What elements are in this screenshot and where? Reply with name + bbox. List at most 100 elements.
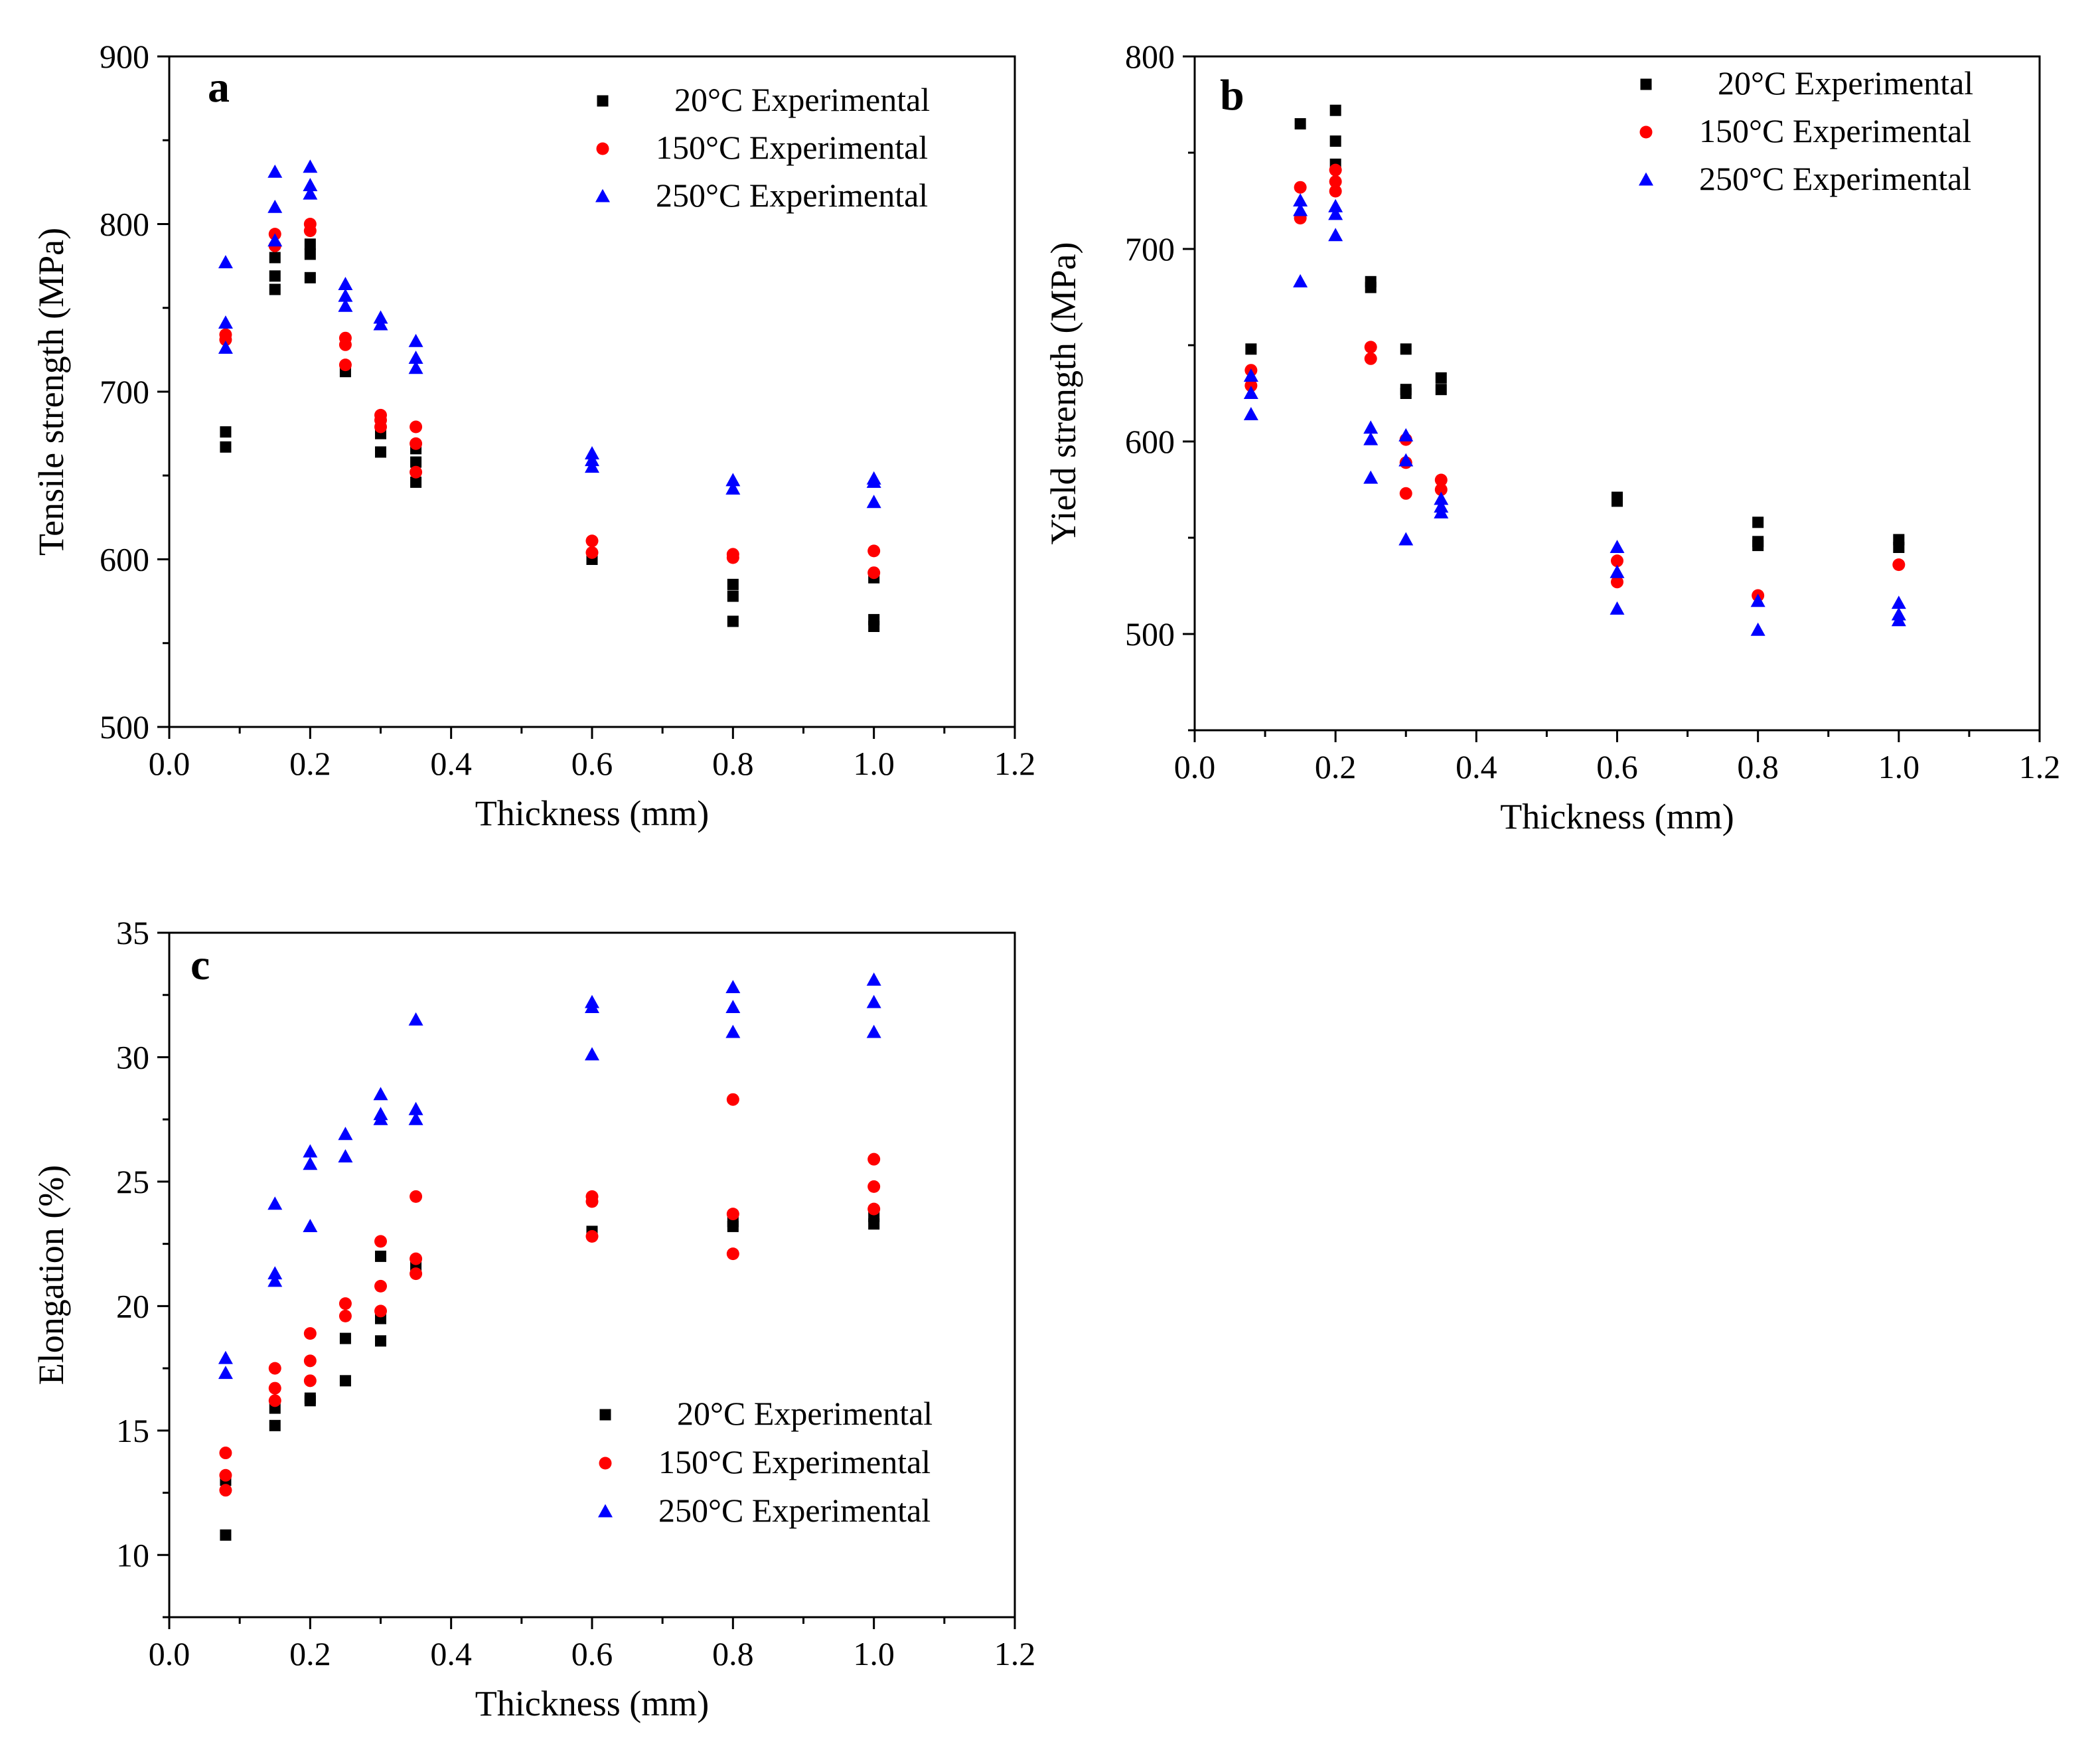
x-axis-label: Thickness (mm) [475, 1684, 709, 1723]
x-tick-label: 0.6 [1596, 748, 1638, 785]
data-point [1245, 343, 1257, 355]
legend-marker-250c [598, 1504, 613, 1518]
x-tick-label: 1.2 [994, 745, 1036, 782]
y-tick-label: 35 [116, 914, 149, 951]
series-250c [218, 972, 881, 1380]
data-point [585, 994, 599, 1008]
data-point [220, 441, 232, 453]
data-point [218, 340, 233, 354]
data-point [866, 495, 881, 509]
panel-a-tensile-strength-chart: 0.0 0.2 0.4 0.6 0.8 1.0 1.2 500 600 700 800 900 Thic… [31, 38, 1035, 833]
y-tick-label: 700 [100, 373, 149, 410]
data-point [1434, 499, 1449, 513]
data-point [1610, 540, 1625, 554]
data-point [408, 1012, 423, 1026]
x-tick-label: 1.2 [2019, 748, 2061, 785]
data-point [1329, 175, 1342, 188]
data-point [866, 1024, 881, 1038]
legend-label-250c: 250°C Experimental [656, 177, 928, 214]
y-tick-label: 800 [100, 206, 149, 243]
data-point [1435, 384, 1447, 396]
x-tick-label: 0.4 [430, 745, 472, 782]
data-point [585, 453, 599, 467]
panel-b-yield-strength-chart: 0.0 0.2 0.4 0.6 0.8 1.0 1.2 500 600 700 800 Thickne… [1043, 38, 2060, 836]
legend: 20°C Experimental 150°C Experimental 250°C… [598, 1395, 933, 1529]
data-point [304, 238, 316, 250]
data-point [375, 1250, 386, 1262]
legend-label-20c: 20°C Experimental [1718, 64, 1973, 102]
data-point [726, 548, 739, 561]
data-point [867, 1202, 881, 1216]
series-150c [219, 1093, 881, 1497]
x-tick-label: 0.0 [149, 745, 190, 782]
y-tick-label: 25 [116, 1163, 149, 1200]
data-point [408, 1111, 423, 1125]
data-point [303, 1374, 317, 1387]
data-point [374, 1235, 387, 1248]
x-tick-label: 1.0 [853, 1635, 895, 1672]
x-tick-label: 0.8 [712, 1635, 754, 1672]
data-point [1363, 432, 1379, 445]
series-20c [1245, 104, 1905, 553]
data-point [338, 288, 353, 302]
data-point [338, 358, 352, 372]
legend-label-150c: 150°C Experimental [656, 129, 928, 166]
data-point [1610, 601, 1625, 615]
series-20c [220, 238, 880, 632]
data-point [1610, 564, 1625, 578]
data-point [1243, 386, 1258, 400]
data-point [1329, 135, 1341, 147]
data-point [410, 420, 423, 434]
x-tick-label: 0.4 [1456, 748, 1497, 785]
data-point [866, 471, 881, 485]
data-point [1329, 185, 1342, 198]
legend-marker-150c [1639, 125, 1653, 139]
data-point [338, 331, 352, 345]
data-point [1435, 372, 1447, 384]
data-point [1293, 202, 1308, 216]
data-point [219, 328, 232, 341]
data-point [1365, 276, 1377, 287]
data-point [725, 980, 741, 994]
data-point [725, 481, 741, 495]
data-point [303, 1327, 317, 1340]
y-tick-label: 20 [116, 1287, 149, 1324]
y-tick-label: 500 [1125, 615, 1175, 653]
x-tick-label: 0.2 [1315, 748, 1357, 785]
data-point [585, 546, 599, 559]
data-point [727, 615, 739, 627]
data-point [1611, 554, 1623, 568]
data-point [408, 351, 423, 364]
data-point [866, 994, 881, 1008]
data-point [1363, 420, 1379, 434]
data-point [1750, 622, 1765, 636]
data-point [410, 1267, 423, 1281]
data-point [408, 1101, 423, 1115]
data-point [269, 283, 281, 295]
data-point [1363, 470, 1379, 484]
data-point [410, 1252, 423, 1265]
series-150c [219, 218, 881, 580]
legend: 20°C Experimental 150°C Experimental 250°C… [595, 81, 930, 214]
data-point [220, 1529, 232, 1541]
data-point [304, 248, 316, 260]
data-point [866, 972, 881, 986]
x-tick-label: 1.0 [853, 745, 895, 782]
data-point [1294, 181, 1307, 194]
data-point [1892, 558, 1906, 572]
data-point [268, 1362, 281, 1375]
data-point [585, 446, 599, 459]
x-axis-label: Thickness (mm) [1500, 797, 1734, 836]
data-point [1243, 368, 1258, 382]
data-point [1244, 379, 1258, 392]
data-point [1398, 532, 1414, 546]
data-point [1243, 407, 1258, 420]
data-point [726, 1247, 739, 1261]
y-tick-label: 10 [116, 1536, 149, 1573]
data-point [374, 408, 387, 422]
data-point [303, 186, 318, 200]
data-point [1328, 206, 1343, 220]
y-axis-label: Yield strength (MPa) [1043, 242, 1083, 545]
data-point [303, 159, 318, 173]
data-point [303, 1218, 318, 1232]
